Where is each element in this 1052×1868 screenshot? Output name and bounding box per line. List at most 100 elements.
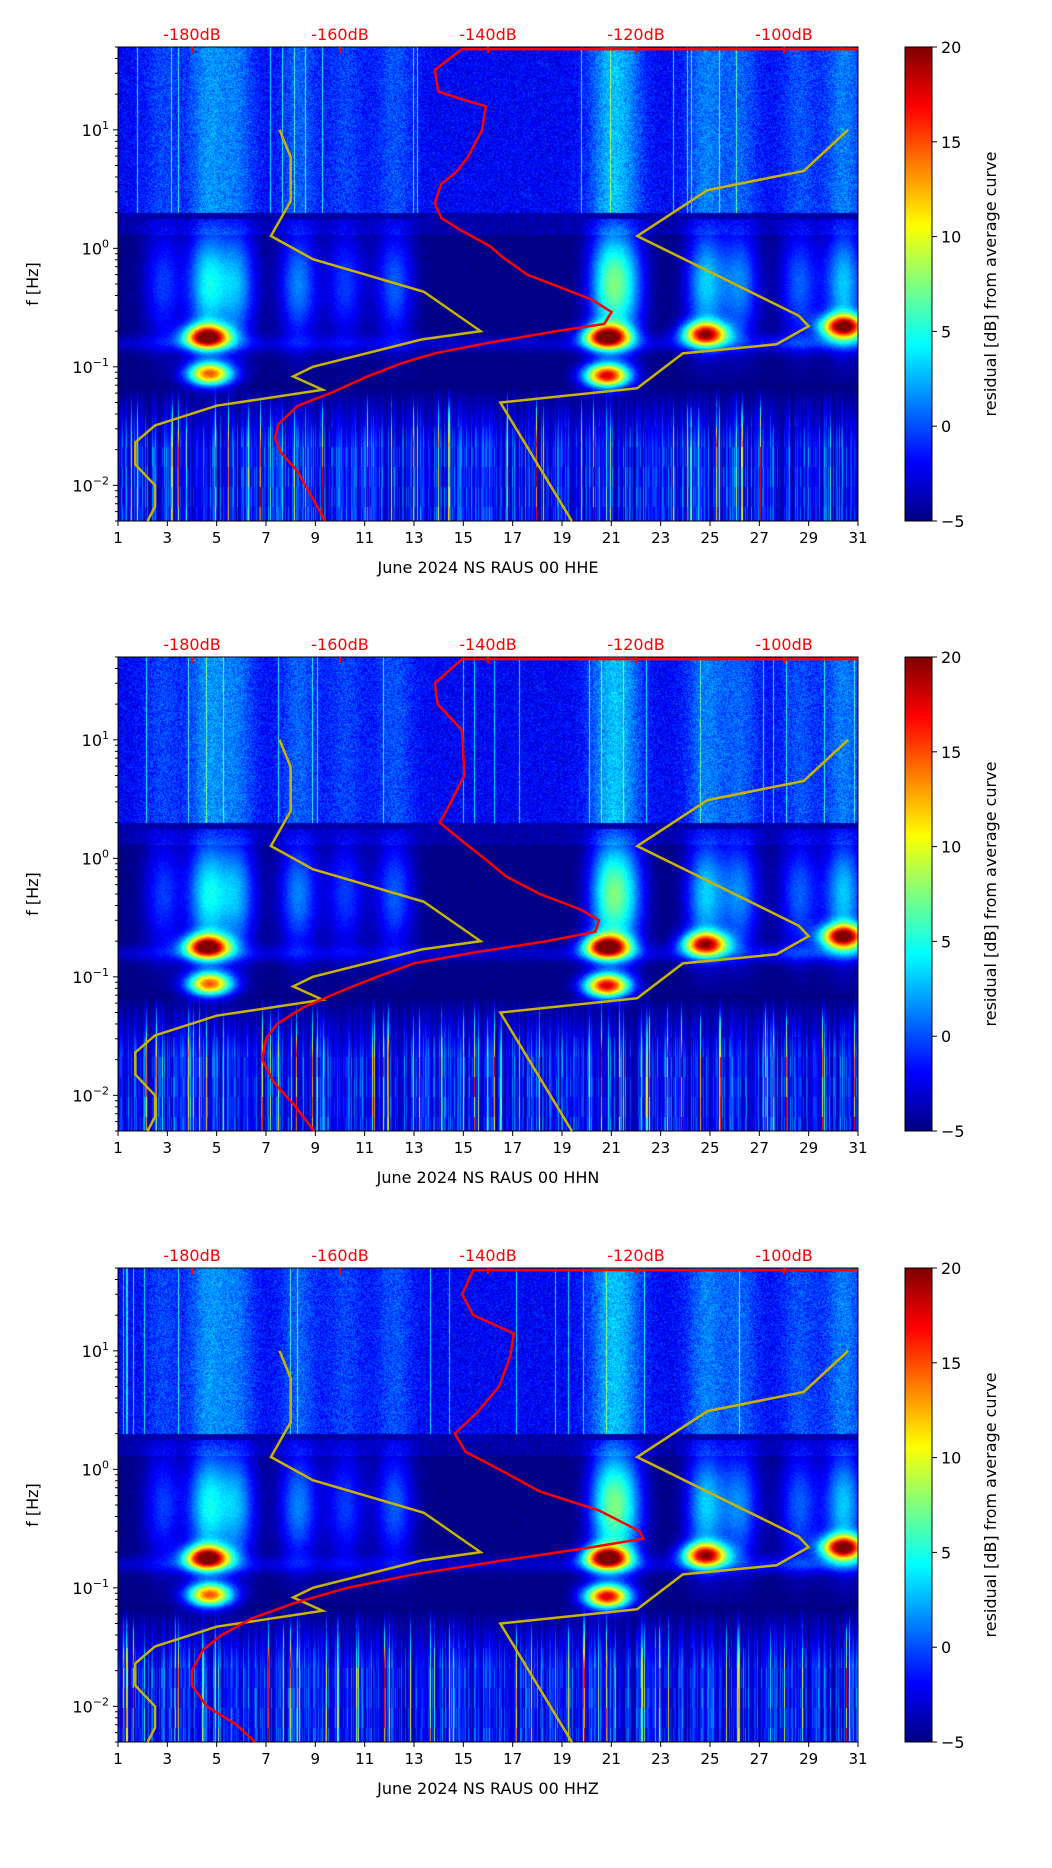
- colorbar-frame: [904, 46, 933, 522]
- x-tick-label: 17: [503, 1139, 522, 1157]
- y-tick-label: 100: [82, 1458, 109, 1479]
- y-tick-exponent: −2: [93, 1084, 109, 1097]
- colorbar-gradient: [905, 47, 932, 521]
- x-tick-label: 13: [404, 1139, 423, 1157]
- colorbar-tick-label: 5: [941, 932, 951, 951]
- y-tick-label: 10−1: [72, 1577, 109, 1598]
- colorbar-tick-label: −5: [941, 1733, 965, 1752]
- x-tick-label: 9: [311, 1750, 321, 1768]
- y-tick-exponent: −1: [93, 356, 109, 369]
- colorbar-tick-label: 0: [941, 417, 951, 436]
- y-tick-label: 10−1: [72, 356, 109, 377]
- top-db-tick-label: -100dB: [755, 1246, 812, 1265]
- colorbar-tick-label: 20: [941, 38, 961, 57]
- top-db-tick-label: -120dB: [607, 25, 664, 44]
- x-tick-label: 19: [552, 529, 571, 547]
- y-tick-exponent: 0: [102, 847, 109, 860]
- y-tick-base: 10: [82, 731, 102, 750]
- x-tick-label: 23: [651, 1139, 670, 1157]
- x-tick-label: 21: [602, 1750, 621, 1768]
- average-curve: [260, 657, 858, 1132]
- average-curve: [273, 47, 858, 522]
- top-db-tick-label: -120dB: [607, 635, 664, 654]
- x-tick-label: 27: [750, 1750, 769, 1768]
- y-tick-base: 10: [82, 1460, 102, 1479]
- x-tick-label: 3: [163, 1750, 173, 1768]
- average-curve: [190, 1268, 858, 1743]
- x-tick-label: 29: [799, 529, 818, 547]
- x-tick-label: 27: [750, 529, 769, 547]
- model-curve-high: [498, 738, 849, 1132]
- y-tick-label: 10−2: [72, 1084, 109, 1105]
- top-db-tick-label: -180dB: [163, 25, 220, 44]
- y-tick-exponent: 0: [102, 1458, 109, 1471]
- model-curve-low: [134, 1350, 484, 1743]
- x-tick-label: 7: [261, 529, 271, 547]
- model-curve-high: [498, 1349, 849, 1743]
- y-tick-base: 10: [82, 239, 102, 258]
- x-tick-label: 31: [848, 1750, 867, 1768]
- spectrogram-panel-hhe: 1 3 5 7 9 11 13 15 17 19 21 23 25 27 29 31 June 2024 NS …: [0, 25, 1052, 647]
- x-tick-label: 31: [848, 529, 867, 547]
- x-tick-label: 25: [700, 529, 719, 547]
- x-tick-label: 17: [503, 529, 522, 547]
- top-db-tick-label: -160dB: [311, 635, 368, 654]
- plot-frame: [117, 1267, 859, 1743]
- colorbar-tick-label: −5: [941, 512, 965, 531]
- x-tick-label: 15: [454, 529, 473, 547]
- x-tick-label: 9: [311, 1139, 321, 1157]
- x-tick-label: 15: [454, 1139, 473, 1157]
- x-tick-label: 29: [799, 1139, 818, 1157]
- x-tick-label: 25: [700, 1750, 719, 1768]
- colorbar-tick-label: 20: [941, 648, 961, 667]
- model-curve-high: [498, 128, 849, 522]
- x-tick-label: 27: [750, 1139, 769, 1157]
- colorbar-tick-label: 15: [941, 133, 961, 152]
- y-tick-base: 10: [72, 1697, 92, 1716]
- colorbar-tick-label: 10: [941, 228, 961, 247]
- colorbar-tick-label: 10: [941, 838, 961, 857]
- x-axis-label: June 2024 NS RAUS 00 HHZ: [376, 1779, 599, 1798]
- colorbar-label: residual [dB] from average curve: [981, 762, 1000, 1027]
- y-tick-exponent: 1: [102, 119, 109, 132]
- colorbar-tick-label: 10: [941, 1449, 961, 1468]
- spectrogram-panel-hhn: 1 3 5 7 9 11 13 15 17 19 21 23 25 27 29 31 June 2024 NS …: [0, 635, 1052, 1257]
- colorbar-tick-label: 15: [941, 743, 961, 762]
- x-tick-label: 11: [355, 529, 374, 547]
- model-curve-low: [134, 129, 484, 522]
- y-tick-base: 10: [72, 1086, 92, 1105]
- colorbar-gradient: [905, 657, 932, 1131]
- x-axis-label: June 2024 NS RAUS 00 HHN: [376, 1168, 600, 1187]
- colorbar-label: residual [dB] from average curve: [981, 152, 1000, 417]
- x-tick-label: 29: [799, 1750, 818, 1768]
- y-tick-base: 10: [72, 476, 92, 495]
- x-tick-label: 1: [113, 529, 123, 547]
- x-tick-label: 7: [261, 1750, 271, 1768]
- y-tick-base: 10: [82, 121, 102, 140]
- x-tick-label: 13: [404, 529, 423, 547]
- y-tick-base: 10: [72, 358, 92, 377]
- y-tick-label: 101: [82, 119, 109, 140]
- top-db-tick-label: -180dB: [163, 1246, 220, 1265]
- y-tick-label: 10−2: [72, 1695, 109, 1716]
- spectrogram-panel-hhz: 1 3 5 7 9 11 13 15 17 19 21 23 25 27 29 31 June 2024 NS …: [0, 1246, 1052, 1868]
- colorbar-tick-label: −5: [941, 1122, 965, 1141]
- colorbar-gradient: [905, 1268, 932, 1742]
- y-tick-base: 10: [82, 1342, 102, 1361]
- x-tick-label: 19: [552, 1139, 571, 1157]
- top-db-tick-label: -140dB: [459, 25, 516, 44]
- y-tick-base: 10: [82, 849, 102, 868]
- y-tick-label: 101: [82, 1340, 109, 1361]
- model-curve-low: [134, 739, 484, 1132]
- x-tick-label: 11: [355, 1139, 374, 1157]
- x-tick-label: 23: [651, 529, 670, 547]
- y-axis-label: f [Hz]: [23, 1483, 42, 1527]
- y-tick-base: 10: [72, 1579, 92, 1598]
- colorbar-tick-label: 5: [941, 1543, 951, 1562]
- x-tick-label: 21: [602, 1139, 621, 1157]
- x-tick-label: 25: [700, 1139, 719, 1157]
- x-tick-label: 21: [602, 529, 621, 547]
- colorbar-tick-label: 20: [941, 1259, 961, 1278]
- y-tick-label: 101: [82, 729, 109, 750]
